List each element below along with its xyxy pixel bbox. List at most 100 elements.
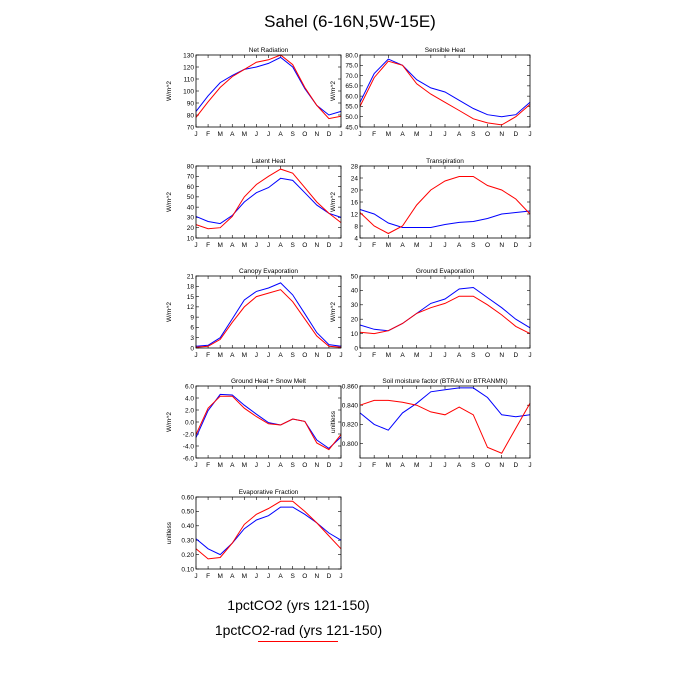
y-tick-label: 28 bbox=[351, 163, 359, 170]
x-tick-label: S bbox=[471, 242, 476, 249]
series-line-2 bbox=[195, 500, 342, 560]
x-tick-label: O bbox=[302, 352, 307, 359]
chart-title: Latent Heat bbox=[252, 158, 286, 165]
x-tick-label: J bbox=[194, 131, 197, 138]
y-axis-label: W/m^2 bbox=[166, 192, 173, 212]
y-tick-label: 0.20 bbox=[181, 552, 194, 559]
x-tick-label: A bbox=[230, 573, 235, 580]
x-tick-label: A bbox=[278, 242, 283, 249]
legend-label-series2: 1pctCO2-rad (yrs 121-150) bbox=[214, 622, 383, 638]
x-tick-label: D bbox=[327, 131, 332, 138]
x-tick-label: O bbox=[485, 131, 490, 138]
y-tick-label: 80.0 bbox=[345, 52, 358, 59]
x-tick-label: J bbox=[339, 462, 342, 469]
x-tick-label: A bbox=[230, 131, 235, 138]
x-tick-label: J bbox=[358, 462, 361, 469]
chart-title: Ground Evaporation bbox=[416, 268, 475, 275]
x-tick-label: M bbox=[386, 131, 391, 138]
x-tick-label: N bbox=[499, 352, 504, 359]
x-tick-label: F bbox=[206, 352, 210, 359]
x-tick-label: A bbox=[400, 242, 405, 249]
y-tick-label: 8 bbox=[354, 223, 358, 230]
y-tick-label: 3 bbox=[190, 335, 194, 342]
x-tick-label: S bbox=[471, 462, 476, 469]
x-tick-label: M bbox=[217, 462, 222, 469]
x-tick-label: J bbox=[528, 242, 531, 249]
x-tick-label: A bbox=[457, 131, 462, 138]
x-tick-label: F bbox=[206, 462, 210, 469]
x-tick-label: S bbox=[471, 352, 476, 359]
chart-title: Transpiration bbox=[426, 158, 464, 165]
x-tick-label: A bbox=[278, 131, 283, 138]
series-line-1 bbox=[359, 58, 531, 118]
y-axis-label: W/m^2 bbox=[166, 412, 173, 432]
x-tick-label: J bbox=[443, 352, 446, 359]
x-tick-label: J bbox=[194, 352, 197, 359]
x-tick-label: M bbox=[386, 352, 391, 359]
y-tick-label: 0.860 bbox=[342, 383, 359, 390]
x-tick-label: N bbox=[314, 573, 319, 580]
legend-label-series1: 1pctCO2 (yrs 121-150) bbox=[227, 597, 370, 613]
series-line-1 bbox=[195, 393, 342, 450]
x-tick-label: J bbox=[267, 462, 270, 469]
x-tick-label: J bbox=[339, 242, 342, 249]
x-tick-label: J bbox=[255, 242, 258, 249]
x-tick-label: M bbox=[242, 131, 247, 138]
y-tick-label: 4 bbox=[354, 235, 358, 242]
y-axis-label: W/m^2 bbox=[166, 302, 173, 322]
x-tick-label: D bbox=[513, 462, 518, 469]
y-tick-label: 65.0 bbox=[345, 83, 358, 90]
x-tick-label: J bbox=[528, 462, 531, 469]
x-tick-label: S bbox=[290, 352, 295, 359]
chart-title: Ground Heat + Snow Melt bbox=[231, 378, 306, 385]
y-tick-label: 80 bbox=[187, 112, 195, 119]
y-tick-label: 0.840 bbox=[342, 403, 359, 410]
y-tick-label: 16 bbox=[351, 199, 359, 206]
series-line-1 bbox=[359, 286, 531, 332]
plot-frame bbox=[195, 496, 342, 570]
x-tick-label: A bbox=[230, 352, 235, 359]
chart-panel-6: Ground Evaporation W/m^2 0 10 20 30 40 50 J F M A M J… bbox=[330, 268, 532, 359]
y-axis-label: W/m^2 bbox=[330, 81, 337, 101]
y-tick-label: 110 bbox=[184, 76, 195, 83]
y-tick-label: 0.60 bbox=[181, 494, 194, 501]
x-tick-label: J bbox=[443, 131, 446, 138]
x-tick-label: A bbox=[278, 352, 283, 359]
y-tick-label: 4.0 bbox=[185, 395, 194, 402]
x-tick-label: M bbox=[217, 573, 222, 580]
y-tick-label: 0.10 bbox=[181, 566, 194, 573]
x-tick-label: J bbox=[267, 573, 270, 580]
x-tick-label: S bbox=[471, 131, 476, 138]
x-tick-label: M bbox=[414, 242, 419, 249]
x-tick-label: F bbox=[206, 573, 210, 580]
y-tick-label: 90 bbox=[187, 100, 195, 107]
y-tick-label: 75.0 bbox=[345, 63, 358, 70]
y-tick-label: 12 bbox=[187, 304, 195, 311]
y-axis-label: W/m^2 bbox=[166, 81, 173, 101]
x-tick-label: F bbox=[372, 242, 376, 249]
x-tick-label: J bbox=[267, 131, 270, 138]
x-tick-label: N bbox=[499, 462, 504, 469]
x-tick-label: A bbox=[230, 462, 235, 469]
x-tick-label: M bbox=[242, 352, 247, 359]
series-line-1 bbox=[359, 209, 531, 228]
x-tick-label: A bbox=[400, 131, 405, 138]
x-tick-label: S bbox=[290, 462, 295, 469]
x-tick-label: S bbox=[290, 131, 295, 138]
x-tick-label: S bbox=[290, 242, 295, 249]
x-tick-label: J bbox=[358, 352, 361, 359]
x-tick-label: J bbox=[429, 242, 432, 249]
y-axis-label: unitless bbox=[330, 410, 337, 433]
x-tick-label: M bbox=[386, 242, 391, 249]
chart-panel-2: Sensible Heat W/m^2 45.0 50.0 55.0 60.0 65.0 70… bbox=[330, 47, 532, 138]
y-tick-label: -4.0 bbox=[183, 443, 195, 450]
chart-title: Sensible Heat bbox=[425, 47, 466, 54]
chart-title: Evaporative Fraction bbox=[239, 489, 299, 496]
series-line-1 bbox=[195, 56, 342, 116]
series-line-2 bbox=[195, 289, 342, 348]
y-tick-label: 24 bbox=[351, 175, 359, 182]
series-line-2 bbox=[359, 176, 531, 235]
